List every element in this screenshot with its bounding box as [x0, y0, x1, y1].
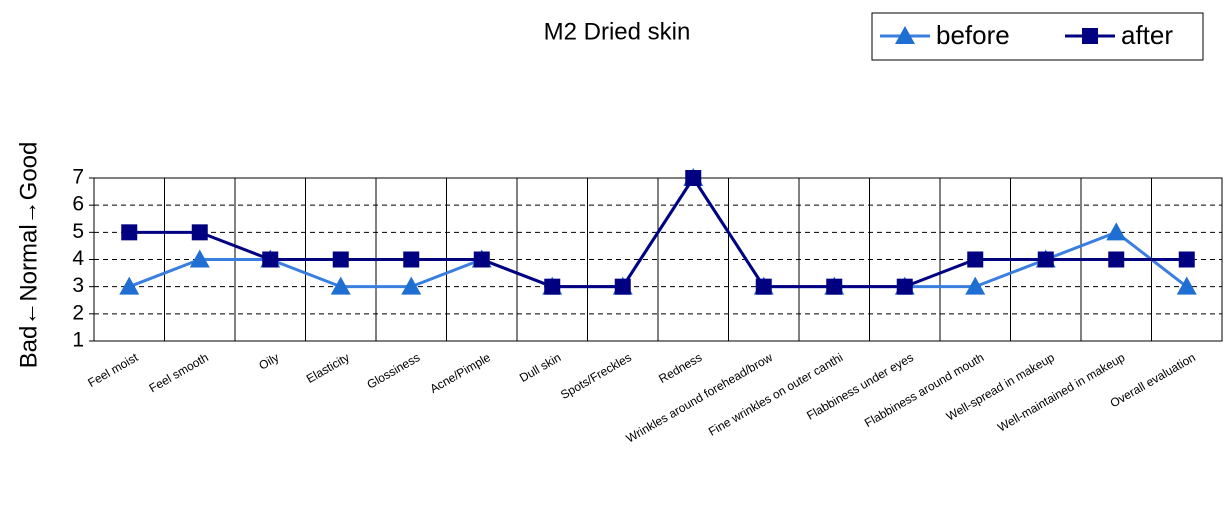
marker — [967, 251, 984, 268]
x-tick-label: Redness — [656, 350, 704, 386]
x-tick-label: Spots/Freckles — [558, 350, 634, 402]
marker — [1108, 251, 1125, 268]
y-tick-label: 2 — [72, 301, 84, 324]
marker — [332, 251, 349, 268]
marker — [614, 278, 631, 295]
x-tick-label: Fine wrinkles on outer canthi — [706, 350, 845, 438]
marker — [191, 224, 208, 241]
marker — [119, 276, 140, 295]
x-tick-label: Feel moist — [85, 350, 141, 390]
legend-label: before — [936, 20, 1010, 50]
legend-item: after — [1065, 20, 1173, 50]
marker — [473, 251, 490, 268]
x-tick-label: Acne/Pimple — [427, 350, 493, 396]
marker — [826, 278, 843, 295]
plot-border — [93, 177, 1223, 342]
marker — [1106, 222, 1127, 241]
y-tick-label: 3 — [72, 274, 84, 297]
x-tick-label: Feel smooth — [147, 350, 211, 395]
y-tick-label: 5 — [72, 220, 84, 243]
marker — [965, 276, 986, 295]
x-tick-label: Dull skin — [517, 350, 563, 385]
marker — [1178, 251, 1195, 268]
marker — [895, 26, 915, 44]
marker — [401, 276, 422, 295]
x-tick-label: Well-maintained in makeup — [995, 350, 1127, 435]
marker — [1176, 276, 1197, 295]
y-tick-label: 1 — [72, 329, 84, 352]
x-tick-label: Flabbiness around mouth — [862, 350, 986, 430]
x-tick-label: Oily — [256, 350, 281, 372]
marker — [755, 278, 772, 295]
marker — [403, 251, 420, 268]
legend-label: after — [1121, 20, 1173, 50]
marker — [685, 170, 702, 186]
marker — [189, 249, 210, 268]
series-line — [129, 175, 1187, 289]
legend-item: before — [880, 20, 1010, 50]
x-tick-label: Elasticity — [304, 350, 352, 386]
marker — [544, 278, 561, 295]
chart-title: M2 Dried skin — [544, 18, 691, 45]
marker — [330, 276, 351, 295]
x-tick-label: Glossiness — [365, 350, 423, 391]
y-axis-label: Bad←Normal→Good — [15, 142, 42, 369]
y-tick-label: 7 — [72, 166, 84, 189]
y-tick-label: 6 — [72, 193, 84, 216]
marker — [1037, 251, 1054, 268]
marker — [262, 251, 279, 268]
y-tick-label: 4 — [72, 247, 84, 270]
marker — [896, 278, 913, 295]
marker — [1082, 28, 1098, 44]
marker — [121, 224, 138, 241]
